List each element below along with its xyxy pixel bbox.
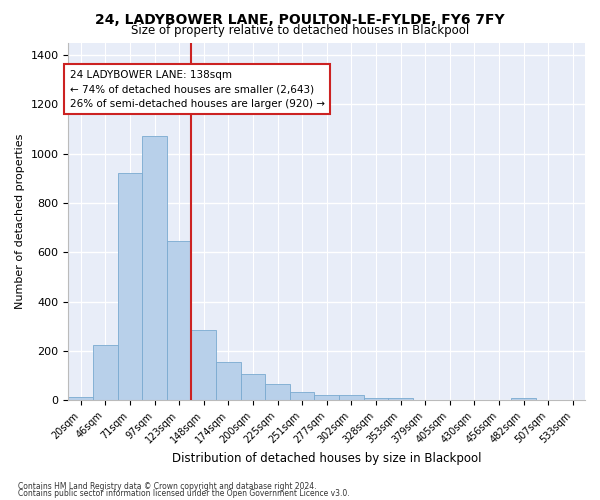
Bar: [93, 345, 118, 401]
Y-axis label: Number of detached properties: Number of detached properties: [15, 134, 25, 309]
Bar: [388, 398, 413, 400]
Text: 24 LADYBOWER LANE: 138sqm
← 74% of detached houses are smaller (2,643)
26% of se: 24 LADYBOWER LANE: 138sqm ← 74% of detac…: [70, 70, 325, 109]
Bar: [216, 362, 241, 401]
Bar: [167, 241, 191, 400]
Bar: [364, 398, 388, 400]
Bar: [118, 174, 142, 400]
Bar: [241, 374, 265, 400]
Bar: [191, 330, 216, 400]
Text: Contains HM Land Registry data © Crown copyright and database right 2024.: Contains HM Land Registry data © Crown c…: [18, 482, 317, 491]
Bar: [68, 396, 93, 400]
Bar: [265, 384, 290, 400]
X-axis label: Distribution of detached houses by size in Blackpool: Distribution of detached houses by size …: [172, 452, 481, 465]
Bar: [142, 136, 167, 400]
Bar: [339, 396, 364, 400]
Bar: [511, 398, 536, 400]
Text: Size of property relative to detached houses in Blackpool: Size of property relative to detached ho…: [131, 24, 469, 37]
Text: Contains public sector information licensed under the Open Government Licence v3: Contains public sector information licen…: [18, 489, 350, 498]
Bar: [314, 396, 339, 400]
Text: 24, LADYBOWER LANE, POULTON-LE-FYLDE, FY6 7FY: 24, LADYBOWER LANE, POULTON-LE-FYLDE, FY…: [95, 12, 505, 26]
Bar: [290, 392, 314, 400]
